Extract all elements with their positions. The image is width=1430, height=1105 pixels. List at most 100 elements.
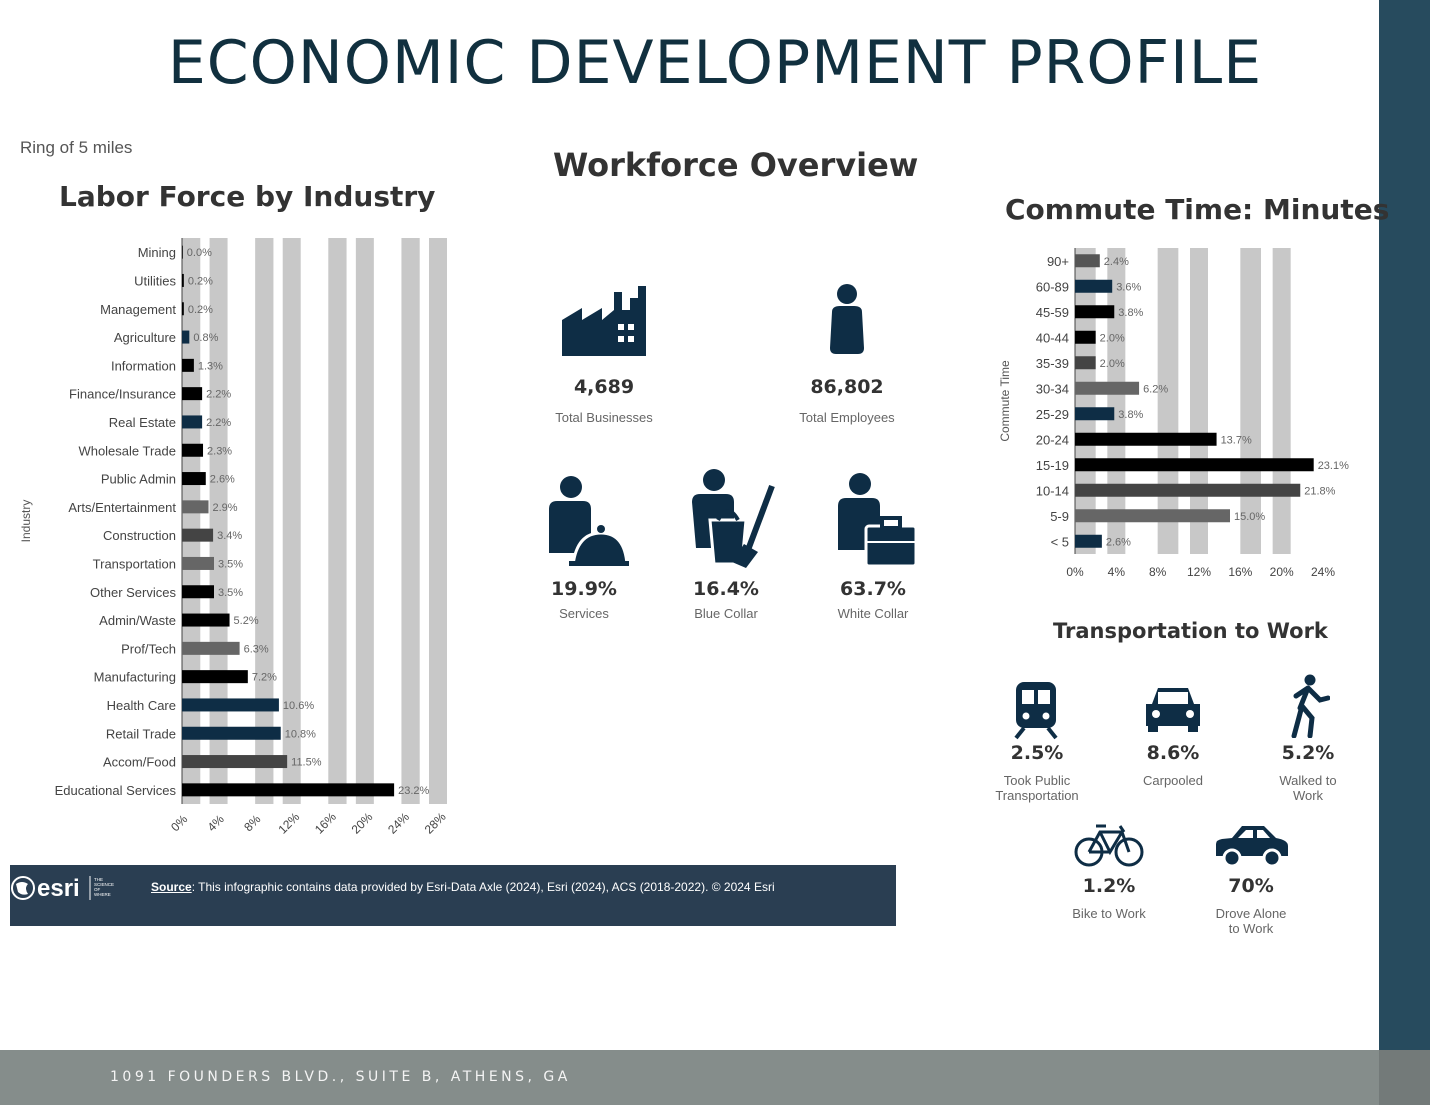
data-label-1: 3.6% [1116, 281, 1141, 293]
x-tick-3: 12% [275, 810, 302, 837]
transportation-title: Transportation to Work [1053, 619, 1328, 643]
total-businesses-label: Total Businesses [555, 410, 653, 425]
category-label-2: 45-59 [1036, 305, 1069, 320]
category-label-6: 25-29 [1036, 407, 1069, 422]
total-businesses-value: 4,689 [573, 376, 635, 398]
janitor-icon [692, 469, 775, 568]
data-label-6: 3.8% [1118, 409, 1143, 421]
category-label-16: Health Care [107, 698, 176, 713]
category-label-3: 40-44 [1036, 330, 1069, 345]
data-label-19: 23.2% [398, 785, 429, 797]
category-label-1: 60-89 [1036, 279, 1069, 294]
data-label-5: 6.2% [1143, 383, 1168, 395]
grid-band-0 [182, 238, 201, 804]
y-axis-label: Commute Time [998, 360, 1012, 442]
labor-force-svg: Mining 0.0% Utilities 0.2% Management 0.2% Agr… [19, 238, 449, 837]
bar-9 [182, 500, 209, 514]
svg-text:THE: THE [94, 877, 103, 882]
category-label-17: Retail Trade [106, 726, 176, 741]
grid-band-alt-3 [282, 238, 301, 804]
labor-chart-title: Labor Force by Industry [59, 180, 436, 213]
briefcase-person-icon [838, 473, 918, 568]
data-label-2: 0.2% [188, 304, 213, 316]
grid-band-4 [1240, 248, 1261, 554]
white-collar-value: 63.7% [840, 578, 906, 600]
white-collar-label: White Collar [837, 606, 909, 621]
person-icon [830, 284, 864, 354]
workforce-title: Workforce Overview [553, 146, 919, 184]
bar-6 [1075, 407, 1115, 421]
data-label-8: 2.6% [210, 474, 235, 486]
data-label-1: 0.2% [188, 275, 213, 287]
footer-address: 1091 FOUNDERS BLVD., SUITE B, ATHENS, GA [110, 1069, 571, 1085]
category-label-15: Manufacturing [94, 670, 176, 685]
car-front-icon [1146, 688, 1200, 732]
data-label-7: 2.3% [207, 445, 232, 457]
car-side-icon [1216, 826, 1288, 868]
category-label-12: Other Services [90, 585, 176, 600]
grid-band-6 [401, 238, 420, 804]
svg-text:SCIENCE: SCIENCE [94, 882, 114, 887]
bar-16 [182, 698, 279, 712]
bike-label: Bike to Work [1072, 906, 1146, 921]
grid-band-alt-5 [1272, 248, 1291, 554]
bar-2 [182, 302, 184, 316]
grid-band-alt-1 [209, 238, 228, 804]
bar-10 [1075, 509, 1230, 523]
commute-time-svg: 90+ 2.4% 60-89 3.6% 45-59 3.8% 40-44 2.0% 35-39 2… [998, 248, 1349, 579]
data-label-0: 0.0% [187, 247, 212, 259]
grid-band-2 [1157, 248, 1179, 554]
grid-band-alt-3 [1190, 248, 1208, 554]
category-label-5: 30-34 [1036, 381, 1069, 396]
data-label-16: 10.6% [283, 700, 314, 712]
x-tick-7: 28% [422, 810, 449, 837]
data-label-8: 23.1% [1318, 460, 1349, 472]
data-label-2: 3.8% [1118, 307, 1143, 319]
category-label-8: Public Admin [101, 472, 176, 487]
bar-8 [1075, 458, 1314, 472]
blue-collar-label: Blue Collar [694, 606, 758, 621]
bar-4 [1075, 356, 1096, 370]
services-label: Services [559, 606, 609, 621]
bar-7 [182, 443, 204, 457]
category-label-0: 90+ [1047, 254, 1069, 269]
grid-band-alt-7 [429, 238, 447, 804]
category-label-11: < 5 [1051, 534, 1069, 549]
x-tick-4: 16% [312, 810, 339, 837]
carpooled-label: Carpooled [1143, 773, 1203, 788]
commute-chart-title: Commute Time: Minutes [1005, 193, 1390, 226]
bar-5 [1075, 381, 1140, 395]
data-label-9: 2.9% [213, 502, 238, 514]
bar-19 [182, 783, 395, 797]
x-tick-3: 12% [1187, 565, 1211, 579]
category-label-14: Prof/Tech [121, 641, 176, 656]
x-tick-1: 4% [205, 812, 227, 834]
footer-corner [1379, 1050, 1430, 1105]
bar-10 [182, 528, 214, 542]
bar-3 [182, 330, 190, 344]
walking-person-icon [1291, 674, 1330, 738]
bar-2 [1075, 305, 1115, 319]
footer-bar [0, 1050, 1430, 1105]
data-label-4: 1.3% [198, 360, 223, 372]
data-label-10: 3.4% [217, 530, 242, 542]
svg-text:OF: OF [94, 887, 101, 892]
data-label-18: 11.5% [291, 757, 322, 769]
category-label-10: 5-9 [1050, 509, 1069, 524]
grid-band-alt-5 [355, 238, 374, 804]
grid-band-alt-1 [1107, 248, 1126, 554]
data-label-3: 0.8% [193, 332, 218, 344]
total-employees-label: Total Employees [799, 410, 895, 425]
side-accent-bar [1379, 0, 1430, 1050]
data-label-7: 13.7% [1221, 434, 1252, 446]
total-employees-value: 86,802 [810, 376, 884, 398]
category-label-9: Arts/Entertainment [68, 500, 176, 515]
data-label-5: 2.2% [206, 389, 231, 401]
carpooled-value: 8.6% [1146, 742, 1200, 764]
category-label-7: 20-24 [1036, 432, 1069, 447]
category-label-6: Real Estate [109, 415, 176, 430]
drove-alone-value: 70% [1228, 875, 1274, 897]
data-label-9: 21.8% [1304, 485, 1335, 497]
ring-label: Ring of 5 miles [20, 138, 133, 157]
bar-9 [1075, 483, 1301, 497]
